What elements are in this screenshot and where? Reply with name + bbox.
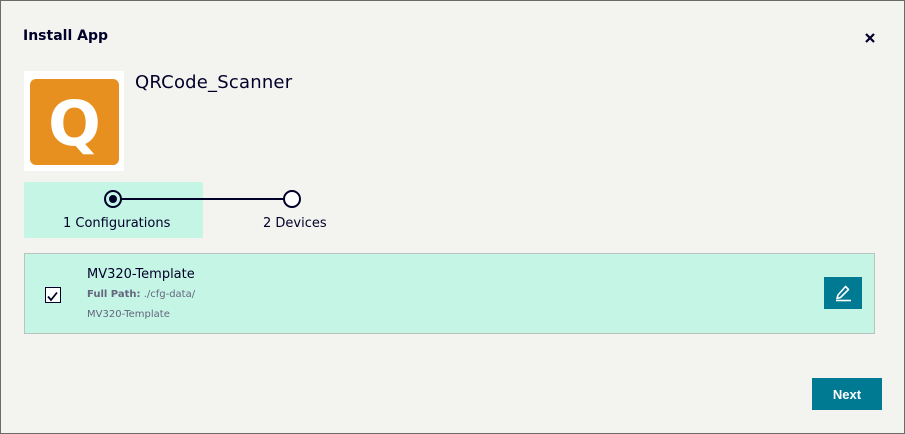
dialog-title: Install App: [23, 28, 108, 44]
configuration-full-path: Full Path: ./cfg-data/: [87, 289, 195, 300]
qrcode-scanner-app-icon: Q: [30, 79, 119, 165]
step-configurations-indicator[interactable]: [104, 190, 122, 208]
full-path-label: Full Path:: [87, 289, 141, 300]
full-path-value: ./cfg-data/: [143, 289, 196, 300]
edit-configuration-button[interactable]: [824, 277, 862, 309]
step-configurations-label[interactable]: 1 Configurations: [63, 216, 171, 231]
configuration-row[interactable]: MV320-Template Full Path: ./cfg-data/ MV…: [24, 253, 875, 334]
app-name: QRCode_Scanner: [135, 72, 293, 93]
step-devices-label[interactable]: 2 Devices: [263, 216, 327, 231]
step-devices-indicator[interactable]: [283, 190, 301, 208]
pencil-icon: [836, 285, 851, 302]
configuration-subtitle: MV320-Template: [87, 309, 170, 320]
configuration-checkbox[interactable]: [45, 287, 61, 303]
next-button[interactable]: Next: [812, 378, 882, 410]
close-icon[interactable]: [859, 27, 881, 49]
stepper-connector: [113, 198, 292, 200]
app-icon-container: Q: [24, 71, 124, 171]
svg-text:Q: Q: [48, 87, 101, 160]
checkmark-icon: [47, 291, 58, 302]
configuration-name: MV320-Template: [87, 267, 195, 282]
step-active-dot: [109, 195, 117, 203]
